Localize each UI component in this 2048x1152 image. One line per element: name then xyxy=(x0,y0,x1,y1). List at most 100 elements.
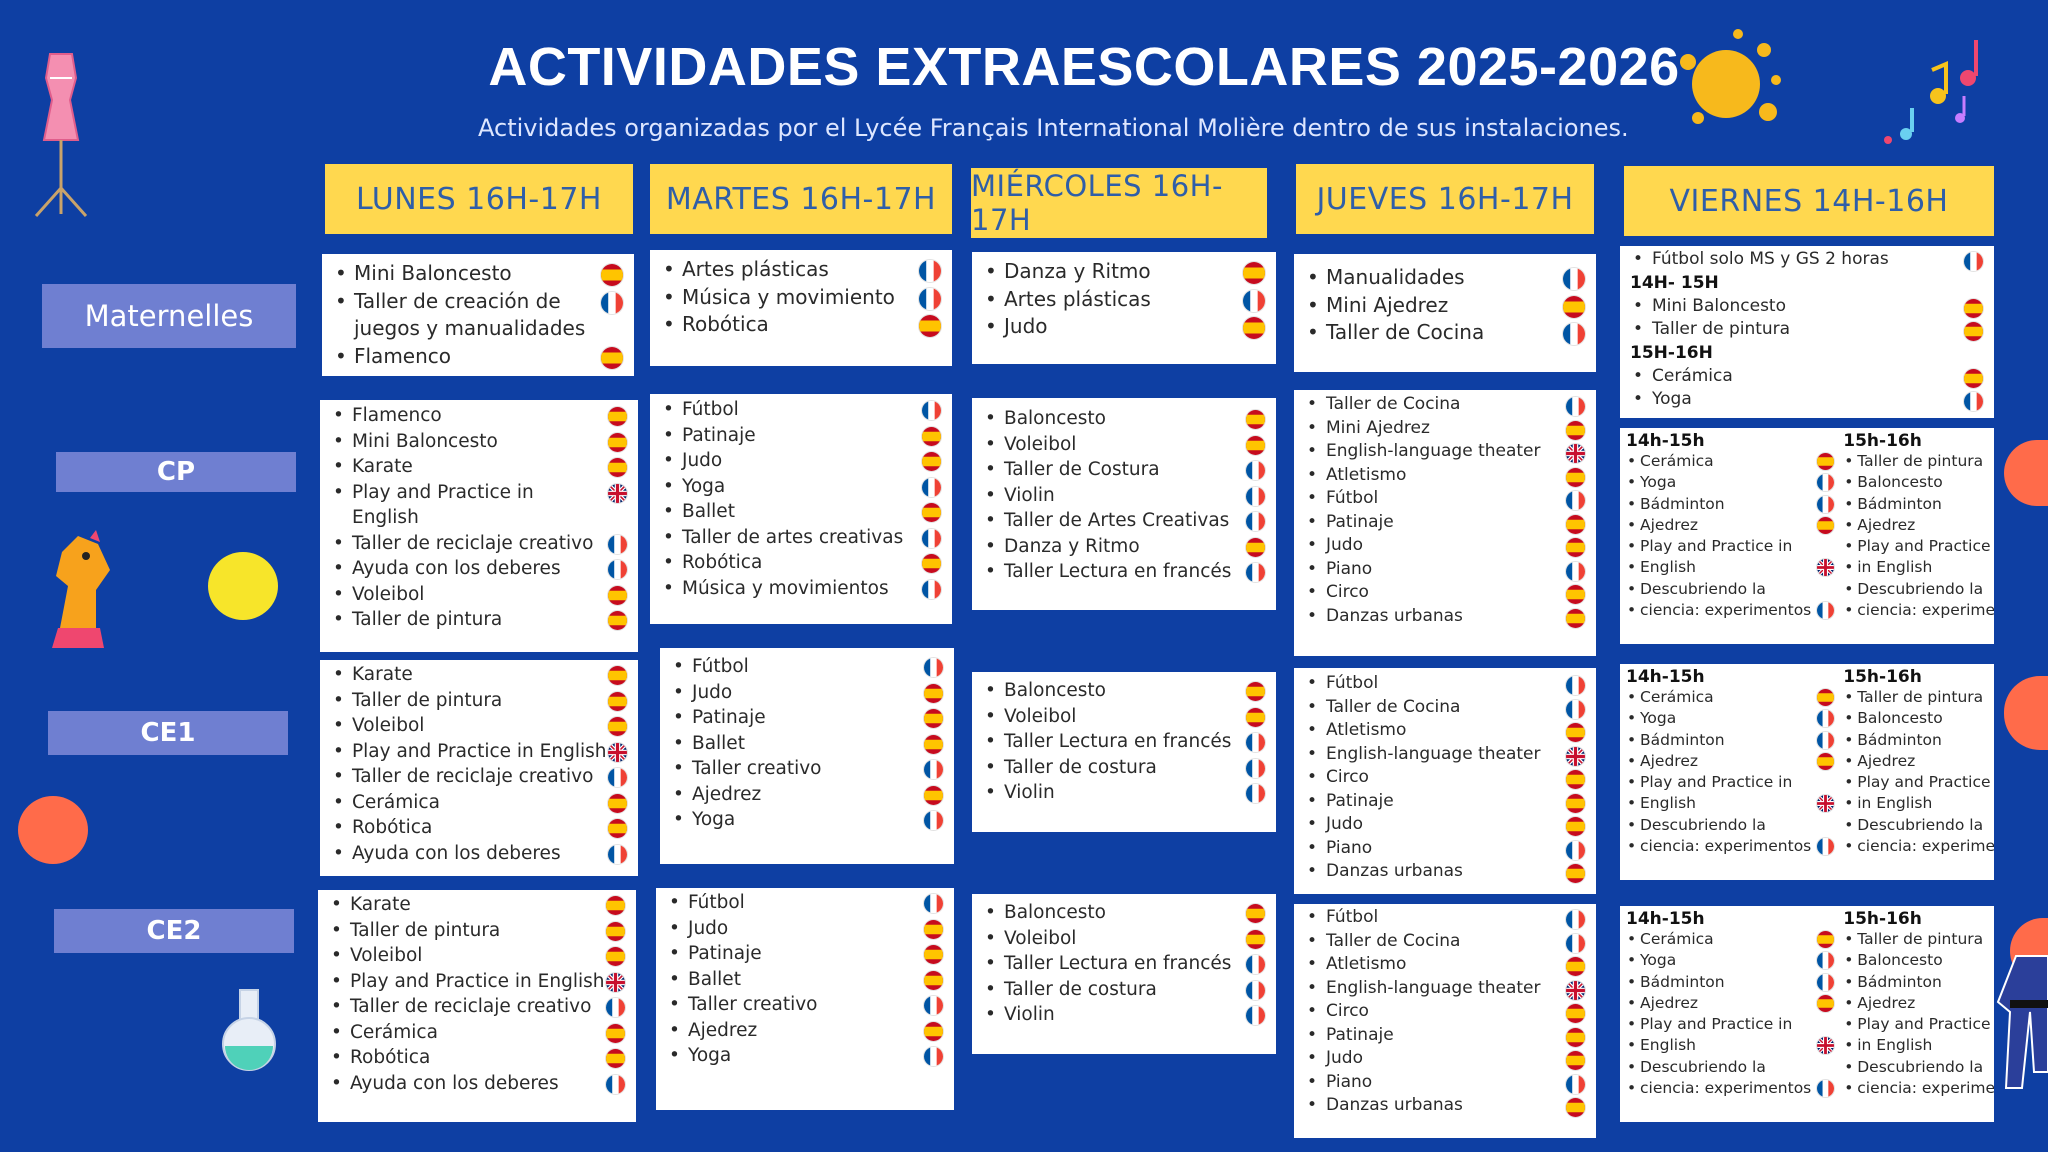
activity-label: Play and Practice xyxy=(1857,773,1991,792)
music-notes-icon xyxy=(1884,40,1978,144)
activity-label: Taller de pintura xyxy=(1652,319,1791,339)
activity-item: Danzas urbanas xyxy=(1304,1094,1588,1118)
activity-label: Play and Practice in English xyxy=(352,740,607,762)
activity-item: Taller de Cocina xyxy=(1304,930,1588,954)
activity-label: Baloncesto xyxy=(1857,951,1943,970)
activity-item: Taller de reciclaje creativo xyxy=(330,531,630,557)
activity-item: Taller de pintura xyxy=(1843,687,1994,709)
france-flag-icon xyxy=(923,995,944,1016)
activity-item: Taller de pintura xyxy=(330,688,630,714)
activity-label: Taller creativo xyxy=(688,994,818,1015)
friday-slot-label: 15h-16h xyxy=(1843,667,1922,687)
spain-flag-icon xyxy=(1565,816,1586,837)
friday-slot-label: 15h-16h xyxy=(1843,431,1922,451)
uk-flag-icon xyxy=(1565,443,1586,464)
spain-flag-icon xyxy=(1565,584,1586,605)
activity-label: Judo xyxy=(1004,314,1048,338)
activity-item: Play and Practice in xyxy=(330,480,630,506)
activity-item: Judo xyxy=(660,448,944,474)
activity-item: English xyxy=(1626,557,1837,579)
activity-item: ciencia: experimentos xyxy=(1626,600,1837,622)
france-flag-icon xyxy=(1816,601,1836,621)
spain-flag-icon xyxy=(923,682,944,704)
activity-item: Música y movimiento xyxy=(660,284,944,312)
activity-label: Yoga xyxy=(692,809,736,830)
activity-item: Judo xyxy=(1304,534,1588,558)
spain-flag-icon xyxy=(1565,722,1586,743)
activity-item: Voleibol xyxy=(982,432,1268,458)
activity-item: Ajedrez xyxy=(1843,993,1994,1015)
activity-label: Taller Lectura en francés xyxy=(1004,561,1232,582)
activity-label: Robótica xyxy=(682,552,763,573)
spain-flag-icon xyxy=(1816,452,1836,471)
activity-label: Mini Ajedrez xyxy=(1326,292,1449,317)
activity-item: Música y movimientos xyxy=(660,576,944,602)
spain-flag-icon xyxy=(1816,515,1836,535)
france-flag-icon xyxy=(1245,954,1266,975)
activity-item: Play and Practice xyxy=(1843,1014,1994,1036)
activity-label: Voleibol xyxy=(1004,433,1077,455)
activity-label: Mini Baloncesto xyxy=(1652,295,1786,316)
activity-label: Cerámica xyxy=(350,1021,438,1043)
activity-item: Taller de Cocina xyxy=(1304,696,1588,720)
france-flag-icon xyxy=(1565,1073,1586,1095)
activity-label: Taller Lectura en francés xyxy=(1004,953,1232,974)
spain-flag-icon xyxy=(923,969,944,991)
activity-label: Judo xyxy=(1326,814,1363,834)
uk-flag-icon xyxy=(605,971,626,993)
activity-label: Taller de Cocina xyxy=(1326,394,1461,414)
activity-label: Atletismo xyxy=(1326,720,1407,740)
activity-label: Play and Practice xyxy=(1857,1015,1991,1034)
activity-label: Bádminton xyxy=(1857,972,1942,991)
activity-label: ciencia: experimentos xyxy=(1640,837,1812,856)
activity-label: Ayuda con los deberes xyxy=(350,1072,559,1094)
activity-item: English xyxy=(1626,1035,1837,1057)
france-flag-icon xyxy=(1963,251,1984,272)
activity-label: Taller de creación de xyxy=(354,288,561,313)
spain-flag-icon xyxy=(607,690,628,712)
activity-item: ciencia: experimentos xyxy=(1843,836,1994,858)
activity-label: Piano xyxy=(1326,837,1373,858)
activity-item: Taller de pintura xyxy=(328,918,628,944)
activity-label: Taller de pintura xyxy=(1857,688,1984,706)
uk-flag-icon xyxy=(1816,558,1836,578)
activity-label: Mini Baloncesto xyxy=(354,261,512,285)
activity-item: Flamenco xyxy=(330,403,630,429)
activity-label: Yoga xyxy=(1640,473,1677,492)
france-flag-icon xyxy=(923,657,944,678)
activity-label: Robótica xyxy=(352,817,433,838)
activity-label: Danzas urbanas xyxy=(1326,861,1463,881)
france-flag-icon xyxy=(605,997,626,1018)
spain-flag-icon xyxy=(1565,419,1586,441)
france-flag-icon xyxy=(923,810,944,831)
activity-item: Judo xyxy=(1304,1047,1588,1071)
activity-label: Danza y Ritmo xyxy=(1004,259,1151,283)
activity-label: ciencia: experimentos xyxy=(1640,601,1812,620)
activity-label: Ayuda con los deberes xyxy=(352,558,561,579)
activity-item: Yoga xyxy=(666,1043,946,1069)
activity-item: Circo xyxy=(1304,1000,1588,1024)
activity-item: Mini Ajedrez xyxy=(1304,292,1588,320)
activity-label: Judo xyxy=(1326,535,1363,555)
page-title: ACTIVIDADES EXTRAESCOLARES 2025-2026 xyxy=(488,37,1680,97)
activity-item: Ajedrez xyxy=(1626,515,1837,536)
activity-item: Yoga xyxy=(1626,950,1837,972)
activity-item: Taller de Costura xyxy=(982,457,1268,483)
friday-slot-label: 14h-15h xyxy=(1626,909,1705,929)
activity-item: Bádminton xyxy=(1626,494,1837,515)
activity-item: in English xyxy=(1843,793,1994,815)
activity-item: Descubriendo la xyxy=(1843,1057,1994,1079)
activity-label: ciencia: experimentos xyxy=(1857,1079,1994,1098)
france-flag-icon xyxy=(1963,391,1984,412)
activity-item: Fútbol xyxy=(1304,906,1588,930)
activity-label: Música y movimientos xyxy=(682,577,889,599)
activity-label: Taller de pintura xyxy=(1857,930,1984,948)
activity-label: Ballet xyxy=(688,968,741,990)
activity-label: Judo xyxy=(692,681,733,703)
uk-flag-icon xyxy=(1816,1036,1836,1056)
spain-flag-icon xyxy=(923,733,944,755)
france-flag-icon xyxy=(923,1046,944,1067)
activity-item: Fútbol xyxy=(1304,487,1588,511)
friday-slot-label: 14H- 15H xyxy=(1630,272,1719,293)
activity-label: Voleibol xyxy=(1004,705,1077,727)
